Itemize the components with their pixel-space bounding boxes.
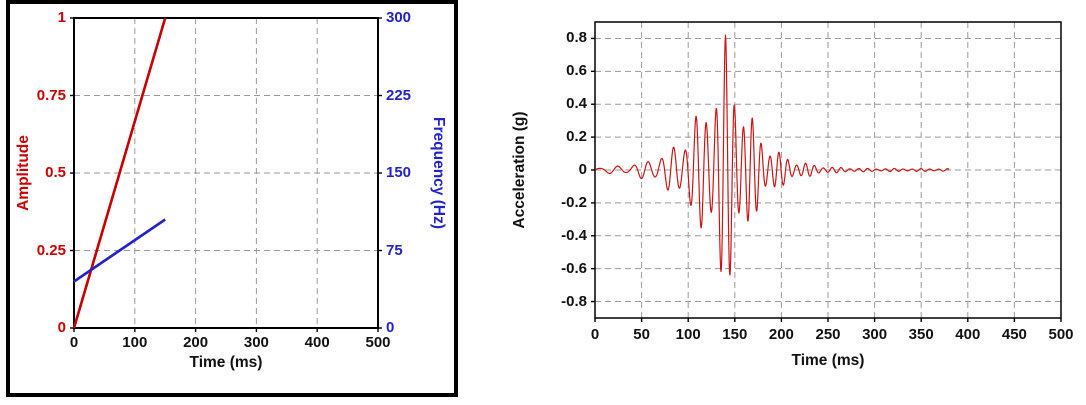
y2-tick-label: 0 (386, 319, 395, 336)
x-tick-label: 500 (365, 334, 391, 351)
amplitude-frequency-envelope-chart: Time (ms) Amplitude Frequency (Hz) 0 100 2… (6, 0, 458, 397)
chart-canvas (470, 0, 1086, 405)
x-tick-label: 0 (590, 326, 600, 343)
x-tick-label: 100 (122, 334, 148, 351)
y-tick-label: 0.2 (566, 128, 587, 146)
y2-tick-label: 75 (386, 241, 403, 259)
x-tick-label: 150 (722, 326, 748, 343)
y2-tick-label: 225 (386, 86, 412, 104)
y-tick-label: 0.25 (36, 241, 66, 259)
x-tick-label: 450 (1001, 326, 1027, 343)
x-tick-label: 400 (955, 326, 981, 343)
y-tick-label: -0.2 (561, 193, 587, 211)
y-tick-label: 0.75 (36, 86, 66, 104)
x-tick-label: 200 (183, 334, 209, 351)
x-tick-label: 350 (908, 326, 934, 343)
x-tick-label: 50 (633, 326, 650, 343)
x-tick-label: 500 (1048, 326, 1074, 343)
y-tick-label: -0.8 (561, 292, 587, 310)
y-tick-label: 0.4 (566, 95, 587, 113)
acceleration-wavelet-chart: Time (ms) Acceleration (g) 0 50 100 150 200 2… (470, 0, 1086, 405)
y-axis-label: Acceleration (g) (511, 111, 528, 229)
y2-tick-label: 150 (386, 164, 412, 181)
y-tick-label: -0.6 (561, 259, 587, 277)
x-tick-label: 250 (815, 326, 841, 343)
y-tick-label: 0.6 (566, 62, 587, 80)
y-tick-label: 0 (57, 319, 66, 336)
y-tick-label: -0.4 (561, 226, 587, 244)
x-axis-label: Time (ms) (791, 352, 865, 369)
x-tick-label: 300 (862, 326, 888, 343)
x-tick-label: 0 (69, 334, 79, 351)
x-tick-label: 100 (675, 326, 701, 343)
x-tick-label: 300 (243, 334, 269, 351)
y-tick-label: 0.5 (45, 164, 66, 181)
y-tick-label: 0 (578, 161, 587, 178)
y-tick-label: 1 (57, 9, 66, 26)
x-axis-label: Time (ms) (189, 354, 263, 371)
x-tick-label: 200 (768, 326, 794, 343)
x-tick-label: 400 (304, 334, 330, 351)
y-tick-label: 0.8 (566, 29, 587, 47)
y2-tick-label: 300 (386, 9, 412, 26)
chart-canvas (10, 4, 454, 393)
